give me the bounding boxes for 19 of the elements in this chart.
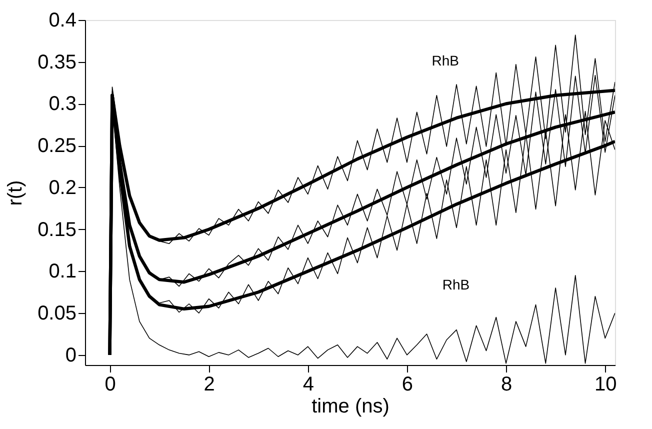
y-tick-label: 0.35: [38, 51, 76, 74]
annotation: RhB: [442, 276, 470, 293]
x-axis-title: time (ns): [312, 396, 390, 418]
x-tick-label: 0: [104, 374, 116, 396]
x-tick-label: 4: [302, 374, 314, 396]
x-tick-label: 10: [594, 374, 617, 396]
y-tick-label: 0.15: [38, 218, 76, 241]
annotation: RhB: [432, 52, 460, 68]
x-tick-label: 2: [204, 374, 215, 396]
y-tick-label: 0.3: [48, 93, 76, 116]
y-tick-label: 0.05: [38, 302, 76, 325]
y-tick-label: 0: [65, 344, 76, 366]
y-axis-title: r(t): [4, 180, 27, 206]
x-tick-label: 8: [500, 374, 512, 396]
y-tick-label: 0.1: [48, 260, 76, 283]
y-tick-label: 0.4: [48, 10, 76, 32]
y-tick-label: 0.25: [38, 135, 76, 158]
x-tick-label: 6: [402, 374, 414, 396]
y-tick-label: 0.2: [48, 176, 76, 199]
